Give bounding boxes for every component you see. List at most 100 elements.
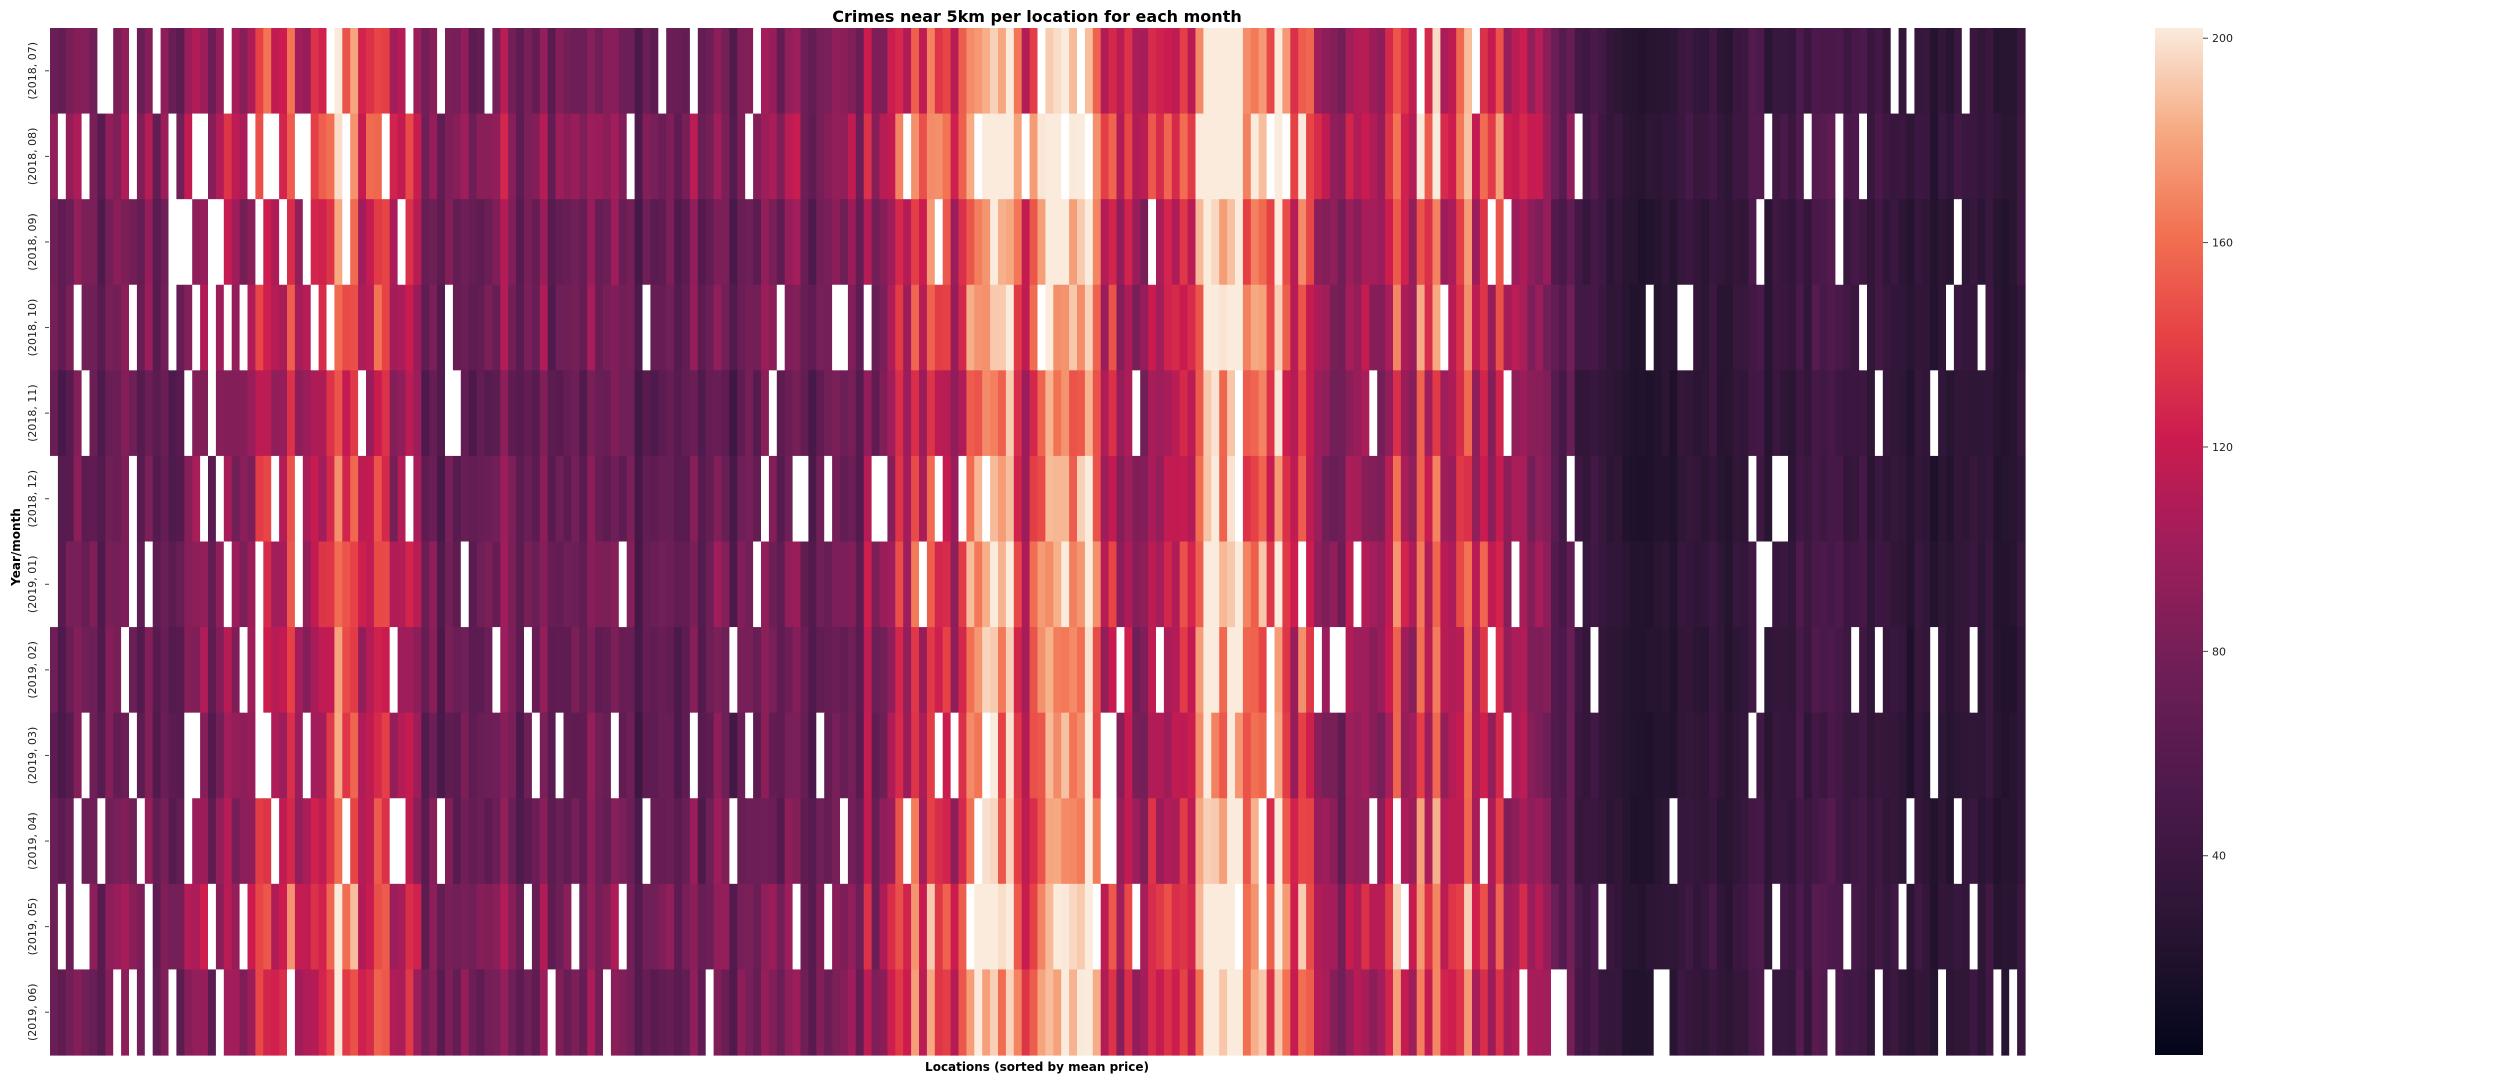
heatmap-cell [1519,284,1528,371]
heatmap-cell [413,627,422,714]
heatmap-cell [144,113,154,200]
heatmap-cell [1077,798,1086,885]
heatmap-cell [271,284,280,371]
heatmap-cell [808,370,817,457]
heatmap-cell [689,541,699,628]
heatmap-cell [768,712,778,799]
heatmap-cell [1890,370,1900,457]
heatmap-cell [895,712,904,799]
heatmap-cell [1266,969,1276,1056]
heatmap-cell [200,28,209,115]
heatmap-cell [816,712,825,799]
heatmap-cell [1337,627,1347,714]
heatmap-cell [1179,541,1189,628]
heatmap-cell [666,969,675,1056]
heatmap-cell [768,455,778,543]
heatmap-cell [1701,284,1710,371]
heatmap-cell [1685,541,1694,628]
heatmap-cell [784,798,794,885]
heatmap-cell [73,199,83,286]
heatmap-cell [563,969,572,1056]
heatmap-cell [1606,883,1615,971]
heatmap-cell [373,969,383,1056]
heatmap-cell [887,113,896,200]
heatmap-cell [57,798,67,885]
heatmap-cell [1408,969,1418,1056]
heatmap-cell [1282,455,1291,543]
heatmap-cell [421,284,430,371]
heatmap-cell [792,969,802,1056]
heatmap-cell [942,284,952,371]
heatmap-cell [579,883,588,971]
heatmap-cell [682,370,691,457]
heatmap-cell [468,28,478,115]
heatmap-cell [1314,28,1323,115]
heatmap-cell [808,284,817,371]
heatmap-cell [666,455,675,543]
heatmap-cell [105,969,114,1056]
heatmap-cell [1282,798,1291,885]
y-ticks: (2018, 07)(2018, 08)(2018, 09)(2018, 10)… [26,42,49,1041]
heatmap-cell [1495,969,1505,1056]
heatmap-cell [231,370,241,457]
heatmap-cell [1393,455,1402,543]
heatmap-cell [1740,883,1750,971]
heatmap-cell [1069,455,1078,543]
heatmap-cell [1961,113,1971,200]
heatmap-cell [1503,541,1513,628]
heatmap-cell [73,113,83,200]
y-tick-label: (2018, 12) [26,470,39,528]
heatmap-cell [1859,284,1868,371]
heatmap-cell [626,199,636,286]
heatmap-cell [1163,541,1173,628]
heatmap-cell [982,370,991,457]
heatmap-cell [1077,113,1086,200]
heatmap-cell [208,455,217,543]
heatmap-cell [531,969,541,1056]
heatmap-cell [1266,28,1276,115]
heatmap-cell [1977,627,1987,714]
heatmap-cell [682,28,691,115]
heatmap-cell [697,969,707,1056]
heatmap-cell [1566,28,1576,115]
heatmap-cell [1574,113,1584,200]
heatmap-cell [271,28,280,115]
heatmap-cell [152,28,162,115]
heatmap-cell [1290,284,1299,371]
heatmap-cell [1906,798,1915,885]
heatmap-cell [1377,284,1386,371]
heatmap-cell [1551,28,1560,115]
heatmap-cell [1013,712,1023,799]
heatmap-cell [998,199,1007,286]
heatmap-cell [800,969,809,1056]
heatmap-cell [1906,883,1915,971]
heatmap-cell [263,969,272,1056]
heatmap-cell [65,969,75,1056]
heatmap-cell [1021,798,1031,885]
heatmap-cell [1677,370,1686,457]
heatmap-cell [1558,284,1568,371]
heatmap-cell [1566,798,1576,885]
heatmap-cell [129,455,138,543]
heatmap-cell [508,455,517,543]
heatmap-cell [1882,712,1892,799]
heatmap-cell [753,712,762,799]
heatmap-cell [1472,712,1481,799]
heatmap-cell [1187,28,1197,115]
heatmap-cell [1361,370,1370,457]
colorbar-tick-label: 40 [2212,850,2226,863]
heatmap-cell [421,199,430,286]
heatmap-cell [1914,455,1923,543]
heatmap-cell [429,284,438,371]
heatmap-cell [626,113,636,200]
heatmap-cell [413,969,422,1056]
heatmap-cell [413,113,422,200]
heatmap-cell [1598,969,1607,1056]
heatmap-cell [81,199,91,286]
heatmap-cell [1211,883,1220,971]
heatmap-cell [1100,284,1110,371]
heatmap-cell [1630,541,1639,628]
heatmap-cell [1195,969,1204,1056]
heatmap-cell [816,28,825,115]
heatmap-cell [563,627,572,714]
